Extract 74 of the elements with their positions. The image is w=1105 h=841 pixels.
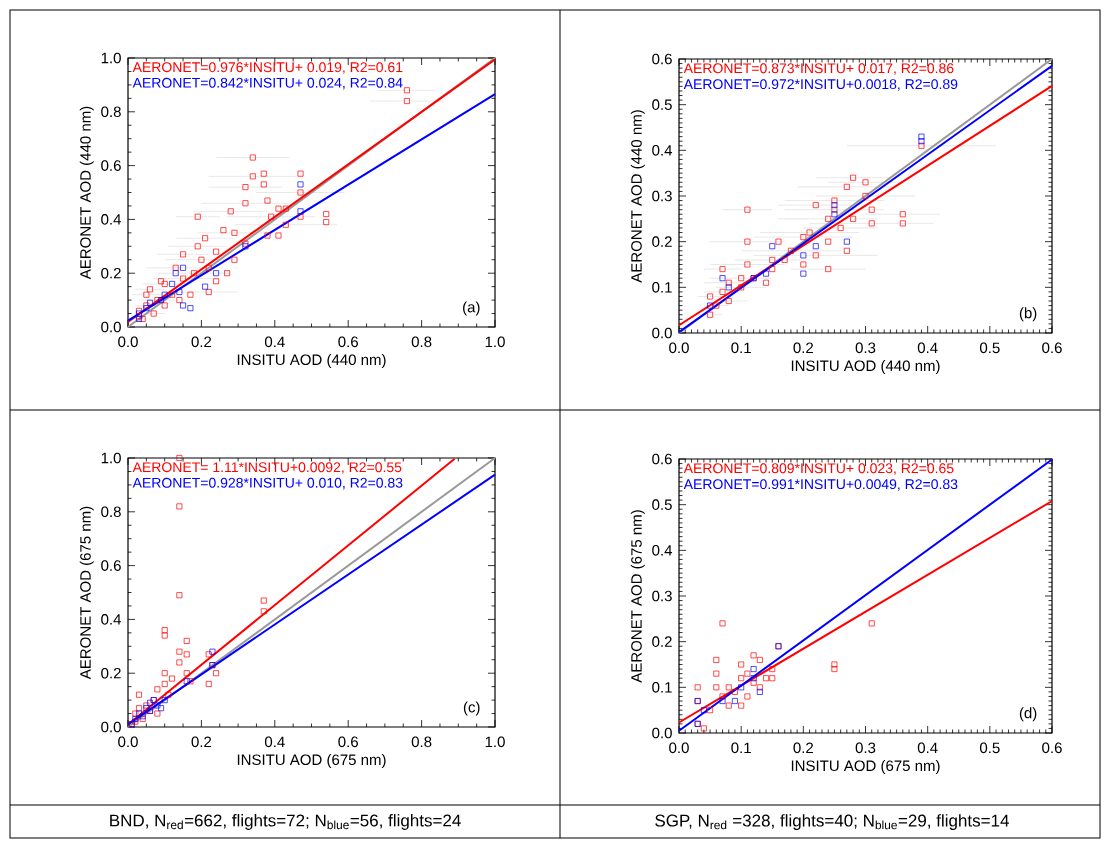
x-tick-label: 0.6 — [1042, 742, 1062, 754]
y-tick-label: 0.2 — [652, 236, 672, 247]
x-tick-label: 0.4 — [917, 342, 938, 354]
y-tick-label: 0.6 — [652, 453, 672, 465]
y-tick-label: 0.0 — [652, 327, 672, 339]
text: AERONET=0.873*INSITU+ 0.017, R2=0.86 — [683, 63, 954, 75]
y-tick-label: 0.2 — [101, 667, 121, 679]
x-tick-label: 0.0 — [118, 336, 138, 348]
x-tick-label: 0.1 — [731, 742, 751, 754]
text: AERONET=0.842*INSITU+ 0.024, R2=0.84 — [132, 77, 403, 90]
y-tick-label: 1.0 — [101, 52, 121, 64]
text: AERONET=0.809*INSITU+ 0.023, R2=0.65 — [683, 463, 954, 475]
x-tick-label: 0.0 — [118, 736, 138, 748]
x-axis-title: INSITU AOD (675 nm) — [791, 760, 940, 774]
x-tick-label: 0.6 — [1042, 342, 1062, 354]
x-tick-label: 0.6 — [338, 736, 358, 748]
y-tick-label: 1.0 — [101, 452, 121, 464]
x-tick-label: 0.0 — [669, 342, 689, 354]
x-tick-label: 0.6 — [338, 336, 358, 348]
y-axis-title: AERONET AOD (440 nm) — [630, 110, 645, 283]
text: AERONET=0.972*INSITU+0.0018, R2=0.89 — [683, 79, 958, 91]
x-tick-label: 0.2 — [793, 742, 814, 754]
y-tick-label: 0.3 — [652, 190, 672, 202]
x-axis-title: INSITU AOD (440 nm) — [237, 354, 386, 368]
y-tick-label: 0.4 — [101, 614, 122, 625]
x-tick-label: 0.3 — [855, 342, 876, 354]
text: AERONET=0.991*INSITU+0.0049, R2=0.83 — [683, 479, 958, 491]
text: AERONET=0.928*INSITU+ 0.010, R2=0.83 — [132, 477, 403, 490]
x-tick-label: 0.8 — [411, 336, 432, 348]
y-axis-title: AERONET AOD (675 nm) — [79, 506, 94, 680]
y-tick-label: 0.8 — [101, 106, 121, 118]
x-tick-label: 0.0 — [669, 742, 689, 754]
y-tick-label: 0.6 — [101, 560, 121, 571]
y-tick-label: 0.2 — [652, 636, 672, 647]
x-axis-title: INSITU AOD (675 nm) — [237, 754, 386, 768]
y-tick-label: 0.5 — [652, 99, 672, 110]
x-tick-label: 1.0 — [485, 336, 505, 348]
y-tick-label: 0.6 — [652, 53, 672, 65]
x-tick-label: 0.2 — [793, 342, 814, 354]
x-tick-label: 0.5 — [980, 742, 1000, 754]
annotation: (b) — [1019, 307, 1037, 322]
y-tick-label: 0.6 — [101, 160, 121, 171]
y-tick-label: 0.0 — [101, 321, 121, 333]
y-axis-title: AERONET AOD (440 nm) — [79, 106, 94, 280]
x-tick-label: 0.4 — [264, 336, 285, 348]
y-tick-label: 0.8 — [101, 506, 121, 518]
text: AERONET=0.976*INSITU+ 0.019, R2=0.61 — [132, 62, 403, 74]
annotation: (c) — [463, 701, 480, 716]
x-tick-label: 0.4 — [264, 736, 285, 748]
y-tick-label: 0.0 — [652, 727, 672, 739]
y-axis-title: AERONET AOD (675 nm) — [630, 510, 645, 683]
y-tick-label: 0.3 — [652, 590, 672, 602]
x-axis-title: INSITU AOD (440 nm) — [791, 360, 940, 374]
x-tick-label: 0.4 — [917, 742, 938, 754]
annotation: (a) — [463, 301, 480, 316]
x-tick-label: 0.1 — [731, 342, 751, 354]
y-tick-label: 0.4 — [101, 214, 122, 225]
x-tick-label: 0.8 — [411, 736, 432, 748]
annotation: (d) — [1019, 707, 1037, 722]
x-tick-label: 0.5 — [980, 342, 1000, 354]
y-tick-label: 0.4 — [652, 545, 673, 556]
y-tick-label: 0.1 — [652, 682, 672, 693]
series-label: AERONET= 1.11*INSITU+0.0092, R2=0.55 — [132, 462, 402, 474]
y-tick-label: 0.4 — [652, 145, 673, 156]
text: SGP, N$_{red}$ =328, flights=40; N$_{blue}$=29, flights=14 — [655, 814, 1009, 830]
x-tick-label: 0.2 — [191, 736, 212, 748]
y-tick-label: 0.5 — [652, 499, 672, 510]
x-tick-label: 1.0 — [485, 736, 505, 748]
x-tick-label: 0.2 — [191, 336, 212, 348]
x-tick-label: 0.3 — [855, 742, 876, 754]
y-tick-label: 0.1 — [652, 282, 672, 293]
y-tick-label: 0.0 — [101, 721, 121, 733]
y-tick-label: 0.2 — [101, 267, 121, 279]
text: BND, N$_{red}$=662, flights=72; N$_{blue}$=56, flights=24 — [110, 814, 461, 830]
